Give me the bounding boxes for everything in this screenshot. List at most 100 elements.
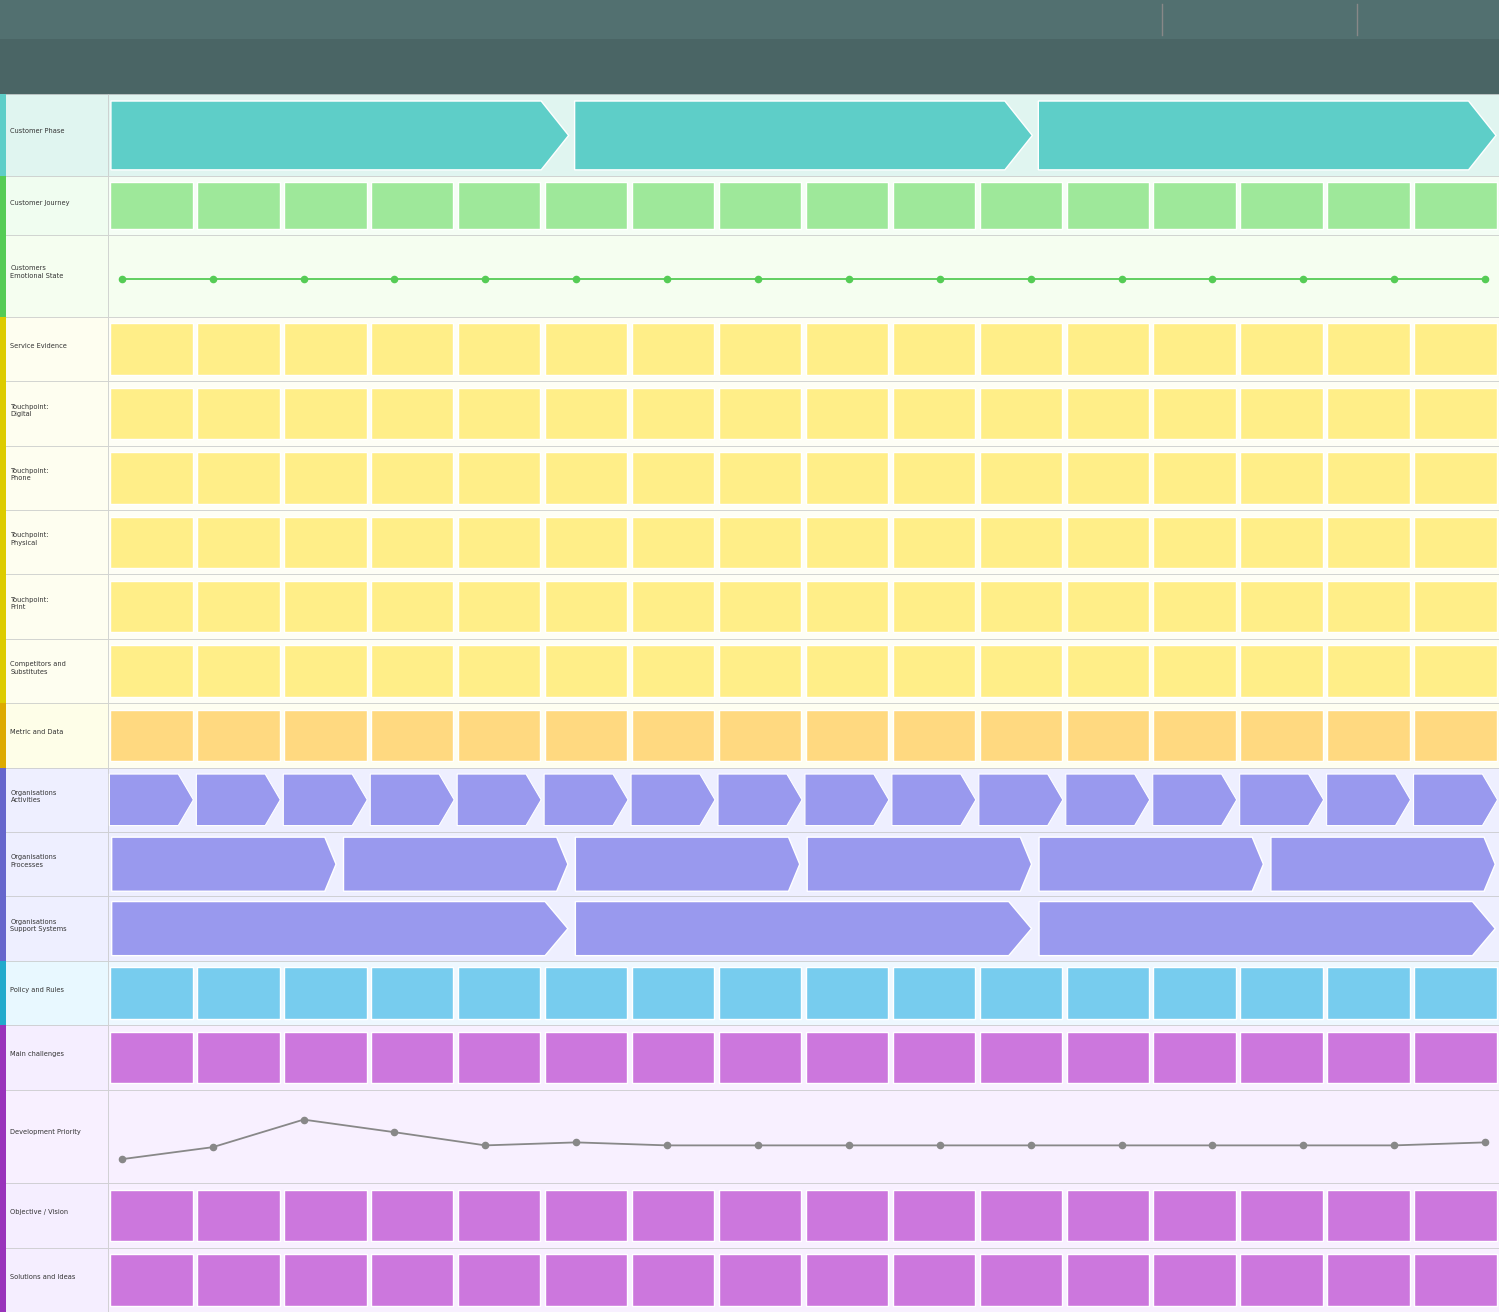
Bar [720, 388, 802, 440]
Polygon shape [1153, 774, 1237, 825]
Bar [1240, 1190, 1322, 1241]
Polygon shape [343, 837, 568, 891]
Bar [892, 388, 974, 440]
Bar [109, 388, 192, 440]
Polygon shape [111, 901, 568, 955]
Bar [892, 323, 974, 375]
Bar [0, 235, 108, 318]
Bar [283, 1254, 366, 1305]
Bar [370, 710, 453, 761]
Bar [720, 182, 802, 230]
Bar [109, 453, 192, 504]
Bar [109, 646, 192, 697]
Bar [1414, 1254, 1496, 1305]
Bar [459, 182, 540, 230]
Bar [633, 182, 714, 230]
Bar [198, 1031, 279, 1084]
Bar [283, 646, 366, 697]
Bar [892, 581, 974, 632]
Bar [283, 323, 366, 375]
Bar [1240, 967, 1322, 1018]
Bar [108, 768, 1499, 832]
Bar [1327, 517, 1409, 568]
Point [836, 1135, 860, 1156]
Bar [108, 1183, 1499, 1248]
Bar [1240, 581, 1322, 632]
Bar [459, 453, 540, 504]
Bar [198, 710, 279, 761]
Bar [283, 967, 366, 1018]
Bar [0, 1248, 6, 1312]
Bar [980, 453, 1061, 504]
Bar [980, 517, 1061, 568]
Bar [1066, 646, 1148, 697]
Text: −: − [1252, 10, 1267, 29]
Bar [720, 453, 802, 504]
Bar [0, 1025, 108, 1089]
Text: Touchpoint:
Digital: Touchpoint: Digital [10, 404, 49, 417]
Bar [720, 517, 802, 568]
Bar [1414, 710, 1496, 761]
Polygon shape [1327, 774, 1411, 825]
Text: Organisations
Support Systems: Organisations Support Systems [10, 918, 67, 932]
Bar [980, 646, 1061, 697]
Bar [546, 1031, 627, 1084]
Bar [198, 182, 279, 230]
Polygon shape [1414, 774, 1498, 825]
Bar [720, 1031, 802, 1084]
Bar [0, 768, 6, 832]
Bar [720, 323, 802, 375]
Bar [806, 1031, 887, 1084]
Bar [1327, 388, 1409, 440]
Bar [0, 832, 6, 896]
Bar [546, 967, 627, 1018]
Bar [633, 453, 714, 504]
Bar [198, 1254, 279, 1305]
Bar [806, 323, 887, 375]
Bar [1066, 710, 1148, 761]
Bar [0, 39, 1499, 94]
Polygon shape [979, 774, 1063, 825]
Bar [109, 517, 192, 568]
Point [564, 1132, 588, 1153]
Point [382, 268, 406, 289]
Point [109, 268, 133, 289]
Bar [198, 388, 279, 440]
Bar [1327, 710, 1409, 761]
Polygon shape [631, 774, 715, 825]
Bar [0, 176, 108, 235]
Bar [0, 1183, 108, 1248]
Bar [1414, 182, 1496, 230]
Bar [108, 960, 1499, 1025]
Bar [370, 1254, 453, 1305]
Bar [892, 710, 974, 761]
Bar [892, 517, 974, 568]
Bar [0, 575, 6, 639]
Bar [459, 581, 540, 632]
Bar [1066, 182, 1148, 230]
Text: After: After [1051, 108, 1070, 117]
Point [655, 268, 679, 289]
Bar [980, 710, 1061, 761]
Bar [1240, 646, 1322, 697]
Bar [108, 176, 1499, 235]
Bar [1327, 967, 1409, 1018]
Bar [980, 182, 1061, 230]
Point [1109, 1135, 1133, 1156]
Bar [0, 318, 108, 382]
Point [292, 1109, 316, 1130]
Bar [108, 318, 1499, 382]
Point [1109, 268, 1133, 289]
Bar [459, 1031, 540, 1084]
Polygon shape [1066, 774, 1150, 825]
Bar [720, 967, 802, 1018]
Bar [633, 710, 714, 761]
Bar [892, 1190, 974, 1241]
Polygon shape [805, 774, 889, 825]
Point [201, 268, 225, 289]
Bar [459, 967, 540, 1018]
Bar [806, 1254, 887, 1305]
Polygon shape [1271, 837, 1495, 891]
Bar [1327, 646, 1409, 697]
Bar [1414, 967, 1496, 1018]
